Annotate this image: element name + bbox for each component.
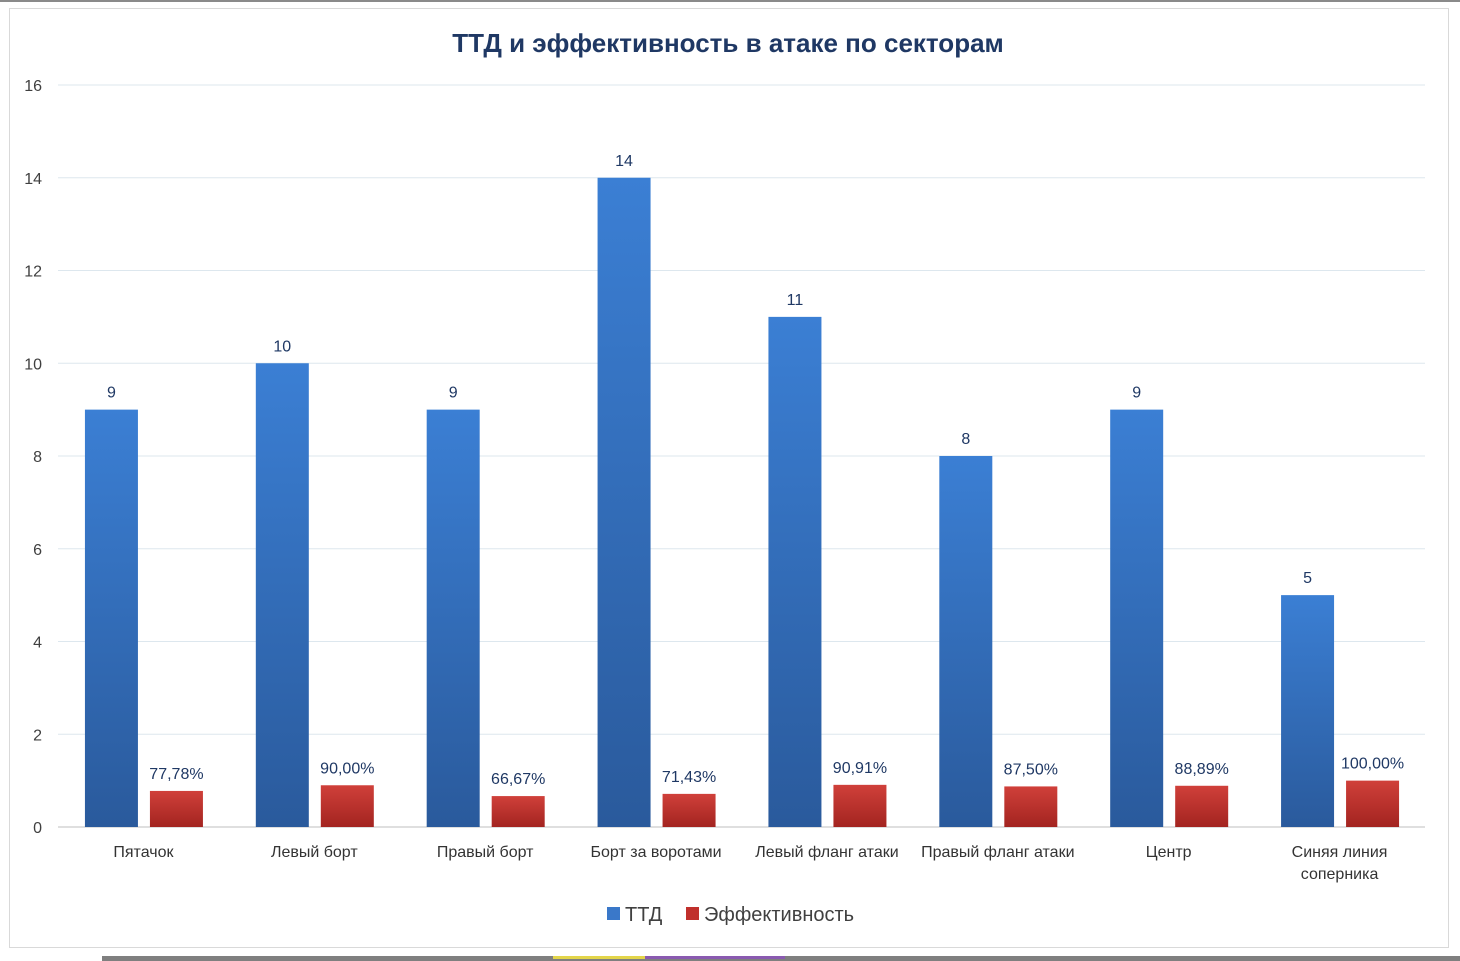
- efficiency-bar: [149, 790, 203, 827]
- category-label: Левый фланг атаки: [755, 844, 898, 861]
- category-label: Правый фланг атаки: [921, 844, 1074, 861]
- data-label: 71,43%: [662, 769, 716, 786]
- data-label: 77,78%: [149, 766, 203, 783]
- efficiency-bar: [833, 784, 887, 827]
- data-label: 11: [787, 292, 804, 309]
- labels-layer: 9 77,78% Пятачок 10 90,00% Левый борт 9 66,67% П…: [107, 153, 1404, 883]
- y-tick-label: 4: [33, 635, 42, 652]
- data-label: 9: [449, 385, 458, 402]
- category-label: Синяя линия: [1292, 844, 1388, 861]
- ttd-bar: [768, 316, 822, 827]
- efficiency-bar: [1346, 780, 1400, 827]
- ttd-bar: [255, 363, 309, 827]
- y-tick-label: 10: [24, 356, 42, 373]
- legend-swatch-efficiency: [686, 907, 699, 920]
- y-tick-label: 6: [33, 542, 42, 559]
- data-label: 87,50%: [1004, 761, 1058, 778]
- data-label: 90,00%: [320, 760, 374, 777]
- y-tick-label: 0: [33, 820, 42, 837]
- data-label: 14: [615, 153, 633, 170]
- ttd-bar: [939, 456, 993, 827]
- category-label: Левый борт: [271, 844, 358, 861]
- category-label: Пятачок: [113, 844, 174, 861]
- grid-layer: 0 2 4 6 8 10 12 14 16: [24, 78, 1425, 837]
- data-label: 100,00%: [1341, 756, 1404, 773]
- data-label: 10: [273, 338, 291, 355]
- bottom-accent-purple: [645, 956, 785, 959]
- bottom-accent-yellow: [553, 956, 645, 959]
- efficiency-bar: [1004, 786, 1058, 827]
- y-tick-label: 16: [24, 78, 42, 95]
- bars-layer: [84, 177, 1400, 827]
- efficiency-bar: [662, 793, 716, 827]
- efficiency-bar: [1175, 785, 1229, 827]
- efficiency-bar: [320, 785, 374, 827]
- category-label: соперника: [1301, 866, 1379, 883]
- legend-swatch-ttd: [607, 907, 620, 920]
- data-label: 90,91%: [833, 760, 887, 777]
- ttd-bar: [1110, 409, 1164, 827]
- category-label: Центр: [1146, 844, 1192, 861]
- y-tick-label: 14: [24, 171, 42, 188]
- ttd-bar: [597, 177, 651, 827]
- y-tick-label: 8: [33, 449, 42, 466]
- ttd-bar: [426, 409, 480, 827]
- category-label: Правый борт: [437, 844, 534, 861]
- data-label: 66,67%: [491, 771, 545, 788]
- legend-label: ТТД: [625, 904, 663, 926]
- legend-label: Эффективность: [704, 904, 854, 926]
- data-label: 88,89%: [1175, 761, 1229, 778]
- data-label: 9: [1132, 385, 1141, 402]
- efficiency-bar: [491, 796, 545, 827]
- category-label: Борт за воротами: [591, 844, 722, 861]
- y-tick-label: 2: [33, 727, 42, 744]
- ttd-bar: [1281, 595, 1335, 827]
- legend: ТТД Эффективность: [607, 904, 854, 926]
- chart-title: ТТД и эффективность в атаке по секторам: [452, 28, 1004, 58]
- ttd-bar: [84, 409, 138, 827]
- data-label: 8: [961, 431, 970, 448]
- y-tick-label: 12: [24, 264, 42, 281]
- data-label: 9: [107, 385, 116, 402]
- data-label: 5: [1303, 570, 1312, 587]
